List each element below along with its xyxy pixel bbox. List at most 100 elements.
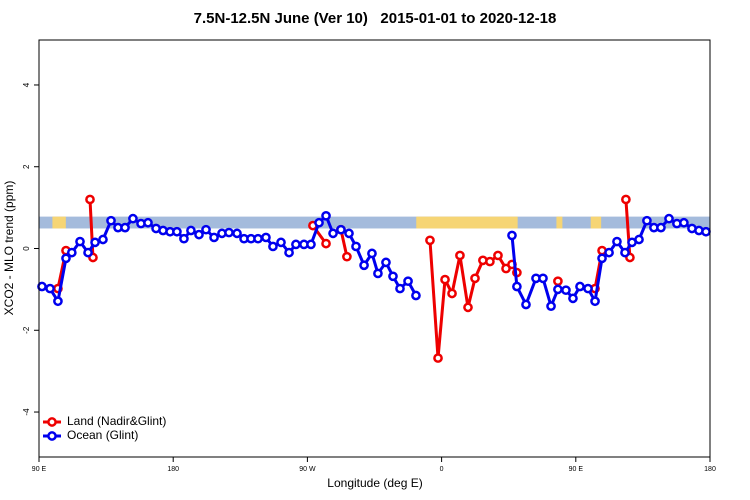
- land-region: [52, 216, 66, 229]
- point: [209, 232, 219, 243]
- point: [342, 251, 352, 262]
- point: [90, 237, 100, 248]
- point: [224, 227, 234, 238]
- point: [291, 239, 301, 250]
- point: [179, 233, 189, 244]
- point: [106, 215, 116, 226]
- point: [261, 232, 271, 243]
- point: [284, 247, 294, 258]
- point: [328, 228, 338, 239]
- point: [642, 215, 652, 226]
- point: [403, 276, 413, 287]
- point: [538, 273, 548, 284]
- point: [128, 213, 138, 224]
- point: [583, 283, 593, 294]
- point: [590, 296, 600, 307]
- point: [83, 247, 93, 258]
- chart-title: 7.5N-12.5N June (Ver 10) 2015-01-01 to 2…: [194, 10, 557, 27]
- x-tick-label: 180: [704, 466, 716, 473]
- point: [388, 271, 398, 282]
- point: [440, 274, 450, 285]
- legend-marker: [47, 417, 57, 427]
- legend-label: Ocean (Glint): [67, 428, 138, 442]
- x-tick-label: 180: [167, 466, 179, 473]
- point: [344, 228, 354, 239]
- point: [463, 302, 473, 313]
- x-tick-label: 90 E: [32, 466, 47, 473]
- point: [604, 247, 614, 258]
- x-tick-label: 90 E: [569, 466, 584, 473]
- point: [485, 256, 495, 267]
- point: [679, 217, 689, 228]
- point: [620, 247, 630, 258]
- point: [66, 247, 77, 258]
- point: [253, 233, 263, 244]
- series-line: [41, 214, 707, 308]
- y-axis-label: XCO2 - MLO trend (ppm): [2, 181, 16, 316]
- point: [75, 236, 85, 247]
- point: [61, 253, 71, 264]
- point: [493, 250, 503, 261]
- band: [39, 216, 710, 229]
- point: [321, 210, 331, 221]
- point: [120, 222, 130, 233]
- point: [351, 241, 361, 252]
- point: [172, 226, 182, 237]
- point: [512, 281, 522, 292]
- point: [447, 288, 457, 299]
- point: [411, 290, 421, 301]
- land-region: [590, 216, 602, 229]
- point: [268, 241, 278, 252]
- point: [597, 253, 607, 264]
- point: [656, 222, 666, 233]
- point: [336, 224, 346, 235]
- point: [45, 283, 55, 294]
- point: [367, 248, 377, 259]
- point: [37, 281, 47, 292]
- point: [621, 194, 631, 205]
- point: [433, 353, 443, 363]
- land-region: [556, 216, 563, 229]
- point: [553, 276, 563, 287]
- point: [85, 194, 95, 205]
- point: [276, 237, 286, 248]
- point: [381, 257, 391, 268]
- point: [575, 281, 585, 292]
- x-axis-label: Longitude (deg E): [327, 476, 422, 490]
- point: [373, 268, 383, 279]
- point: [546, 301, 556, 311]
- point: [561, 285, 571, 296]
- x-tick-label: 0: [440, 466, 444, 473]
- point: [201, 224, 211, 235]
- point: [53, 296, 63, 307]
- point: [395, 283, 405, 294]
- y-tick-label: 0: [22, 246, 31, 251]
- point: [232, 228, 242, 239]
- point: [186, 225, 196, 236]
- point: [634, 234, 644, 245]
- point: [455, 250, 465, 261]
- point: [507, 230, 517, 241]
- point: [612, 236, 622, 247]
- y-tick-label: 4: [22, 82, 31, 87]
- y-tick-label: 2: [22, 164, 31, 169]
- point: [425, 235, 435, 246]
- point: [568, 293, 578, 304]
- x-tick-label: 90 W: [299, 466, 316, 473]
- point: [321, 238, 331, 249]
- point: [664, 213, 674, 224]
- legend-marker: [47, 431, 57, 441]
- point: [143, 217, 153, 228]
- point: [553, 284, 563, 295]
- point: [314, 217, 324, 228]
- y-tick-label: -4: [22, 408, 31, 416]
- point: [306, 239, 316, 250]
- point: [194, 229, 204, 240]
- plot-frame: [38, 39, 711, 458]
- point: [359, 260, 369, 271]
- legend-label: Land (Nadir&Glint): [67, 414, 166, 428]
- y-tick-label: -2: [22, 326, 31, 334]
- point: [521, 299, 531, 310]
- point: [701, 226, 711, 237]
